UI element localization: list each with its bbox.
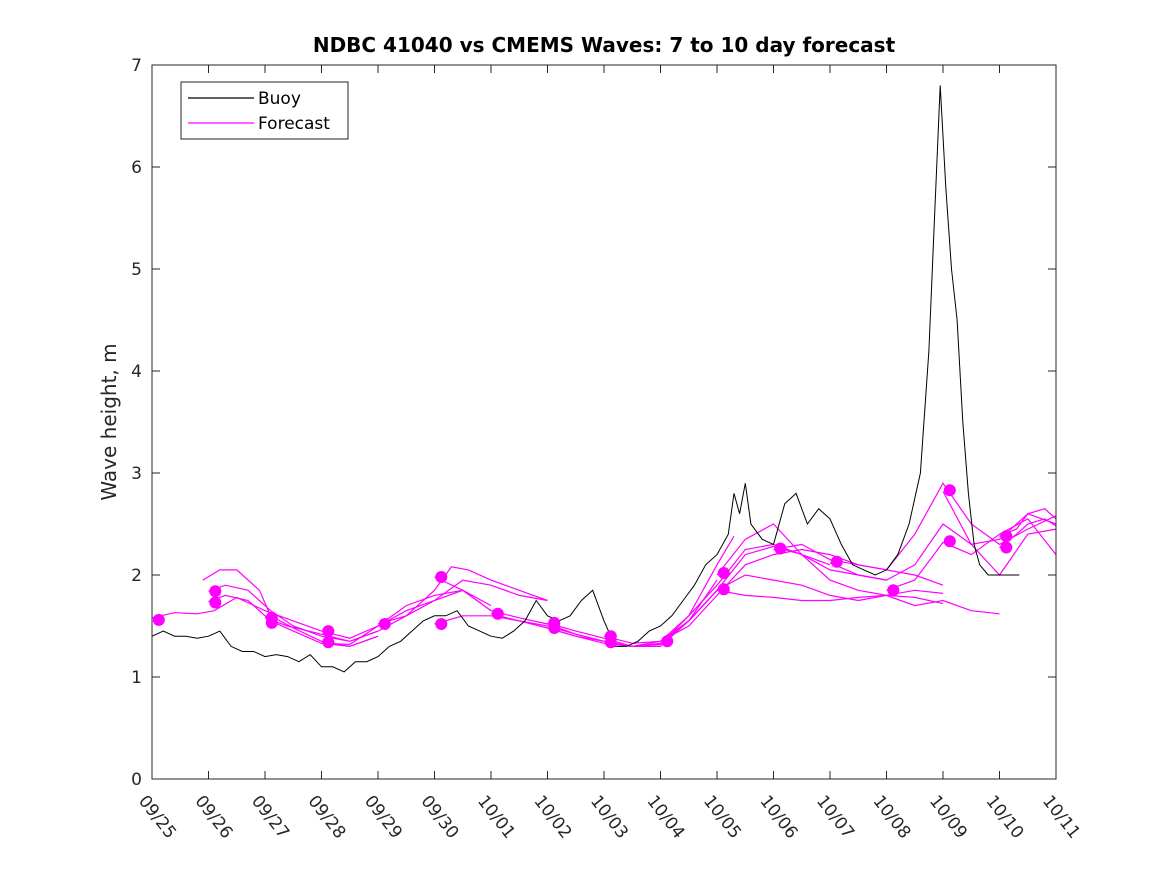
series-layer — [151, 85, 1057, 673]
y-axis-label: Wave height, m — [97, 343, 121, 500]
forecast-marker-1 — [152, 613, 165, 626]
forecast-marker-8 — [378, 618, 391, 630]
forecast-marker-13 — [548, 622, 561, 634]
x-tick-label: 10/06 — [756, 792, 802, 843]
x-tick-label: 10/07 — [812, 792, 858, 843]
x-tick-label: 10/09 — [925, 792, 971, 843]
forecast-line-18 — [716, 523, 944, 605]
x-tick-label: 10/05 — [699, 792, 745, 843]
buoy-line — [151, 85, 1020, 673]
forecast-line-16 — [660, 548, 944, 642]
plot-area — [152, 65, 1056, 779]
forecast-line-22 — [886, 518, 1057, 591]
y-tick-label: 4 — [131, 362, 142, 382]
forecast-line-21 — [829, 513, 1057, 581]
forecast-marker-10 — [435, 618, 448, 630]
y-tick-label: 0 — [131, 770, 142, 790]
x-tick-label: 10/11 — [1038, 792, 1084, 843]
forecast-marker-11 — [491, 607, 504, 620]
legend-label-forecast: Forecast — [258, 114, 330, 134]
x-tick-label: 10/01 — [473, 792, 519, 843]
forecast-marker-7 — [322, 636, 335, 649]
y-tick-label: 6 — [131, 158, 142, 178]
x-tick-label: 09/29 — [360, 792, 406, 843]
x-tick-label: 10/02 — [530, 792, 576, 843]
y-tick-label: 2 — [131, 566, 142, 586]
x-tick-label: 09/26 — [191, 792, 237, 843]
forecast-marker-15 — [604, 636, 617, 649]
y-tick-label: 1 — [131, 668, 142, 688]
x-tick-label: 09/27 — [247, 792, 293, 843]
forecast-marker-5 — [265, 616, 278, 629]
chart-title: NDBC 41040 vs CMEMS Waves: 7 to 10 day f… — [313, 33, 896, 57]
forecast-marker-23 — [943, 535, 956, 548]
forecast-marker-21 — [887, 584, 900, 597]
legend-box — [180, 81, 349, 140]
legend-label-buoy: Buoy — [258, 89, 301, 109]
forecast-marker-19 — [774, 542, 787, 555]
forecast-line-5 — [264, 589, 492, 642]
x-tick-label: 10/08 — [869, 792, 915, 843]
forecast-line-1 — [151, 596, 322, 632]
forecast-line-8 — [377, 566, 548, 625]
forecast-line-7 — [321, 579, 548, 646]
forecast-marker-17 — [717, 567, 730, 579]
y-tick-label: 7 — [131, 56, 142, 76]
x-tick-label: 10/10 — [982, 792, 1028, 843]
forecast-line-24 — [999, 508, 1057, 537]
x-tick-label: 10/04 — [643, 792, 689, 843]
forecast-line-19 — [716, 589, 944, 602]
forecast-marker-3 — [209, 596, 222, 609]
forecast-marker-6 — [322, 625, 335, 638]
forecast-marker-2 — [209, 585, 222, 598]
forecast-marker-24 — [1000, 530, 1013, 543]
x-tick-label: 09/25 — [134, 792, 180, 843]
forecast-marker-9 — [435, 571, 448, 583]
forecast-marker-18 — [717, 583, 730, 596]
x-tick-label: 10/03 — [586, 792, 632, 843]
forecast-line-15 — [603, 545, 887, 648]
legend: Buoy Forecast — [180, 81, 349, 140]
x-tick-label: 09/28 — [304, 792, 350, 843]
y-tick-label: 5 — [131, 260, 142, 280]
x-tick-label: 09/30 — [417, 792, 463, 843]
y-tick-label: 3 — [131, 464, 142, 484]
forecast-marker-16 — [661, 635, 674, 648]
forecast-marker-25 — [1000, 541, 1013, 554]
forecast-marker-22 — [943, 484, 956, 497]
forecast-marker-20 — [830, 555, 843, 568]
